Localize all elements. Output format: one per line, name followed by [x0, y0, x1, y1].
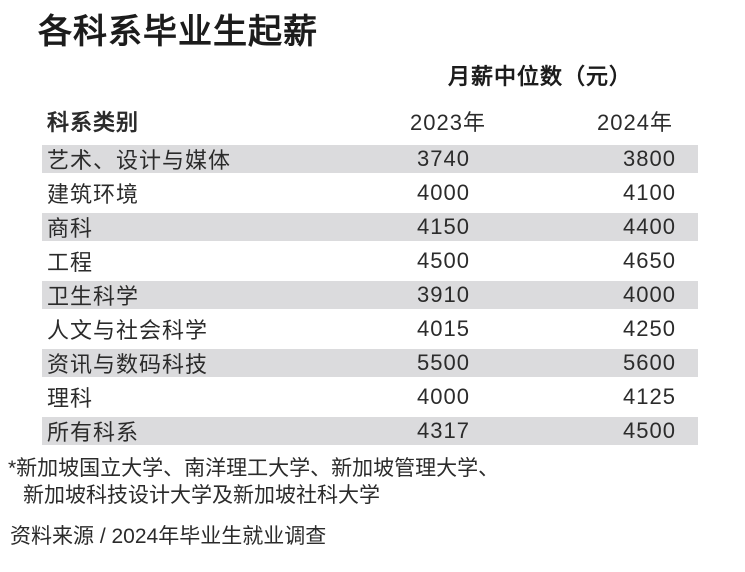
unit-label: 月薪中位数（元） — [448, 64, 633, 89]
row-value-2024: 5600 — [623, 350, 676, 375]
row-value-2023: 3740 — [417, 146, 470, 171]
row-value-2024: 4400 — [623, 214, 676, 239]
row-value-2023: 4000 — [417, 384, 470, 409]
table-row: 工程 4500 4650 — [42, 244, 698, 278]
row-value-2023: 4150 — [417, 214, 470, 239]
footnote-line-1: *新加坡国立大学、南洋理工大学、新加坡管理大学、 — [8, 457, 500, 480]
row-value-2024: 4000 — [623, 282, 676, 307]
row-value-2024: 4500 — [623, 418, 676, 443]
table-row: 卫生科学 3910 4000 — [42, 278, 698, 312]
row-value-2024: 4650 — [623, 248, 676, 273]
table-row: 人文与社会科学 4015 4250 — [42, 312, 698, 346]
row-value-2023: 4015 — [417, 316, 470, 341]
column-header-category: 科系类别 — [47, 110, 140, 135]
row-label: 人文与社会科学 — [47, 318, 209, 343]
footnote-line-2: 新加坡科技设计大学及新加坡社科大学 — [23, 484, 380, 507]
row-value-2023: 4500 — [417, 248, 470, 273]
salary-table: 科系类别 2023年 2024年 艺术、设计与媒体 3740 3800 建筑环境… — [42, 100, 698, 448]
table-row: 理科 4000 4125 — [42, 380, 698, 414]
table-row: 商科 4150 4400 — [42, 210, 698, 244]
row-value-2023: 4000 — [417, 180, 470, 205]
row-value-2023: 4317 — [417, 418, 470, 443]
row-label: 建筑环境 — [47, 182, 140, 207]
table-row: 所有科系 4317 4500 — [42, 414, 698, 448]
row-value-2024: 4100 — [623, 180, 676, 205]
row-label: 所有科系 — [47, 420, 140, 445]
row-value-2023: 5500 — [417, 350, 470, 375]
row-label: 工程 — [47, 250, 94, 275]
source-line: 资料来源 / 2024年毕业生就业调查 — [10, 525, 327, 548]
row-label: 理科 — [47, 386, 94, 411]
table-header-row: 科系类别 2023年 2024年 — [42, 100, 698, 142]
table-row: 艺术、设计与媒体 3740 3800 — [42, 142, 698, 176]
row-label: 卫生科学 — [47, 284, 140, 309]
row-label: 商科 — [47, 216, 94, 241]
row-label: 艺术、设计与媒体 — [47, 148, 232, 173]
row-label: 资讯与数码科技 — [47, 352, 209, 377]
row-value-2024: 4250 — [623, 316, 676, 341]
row-value-2023: 3910 — [417, 282, 470, 307]
table-row: 建筑环境 4000 4100 — [42, 176, 698, 210]
row-value-2024: 4125 — [623, 384, 676, 409]
chart-title: 各科系毕业生起薪 — [38, 13, 318, 51]
table-row: 资讯与数码科技 5500 5600 — [42, 346, 698, 380]
footnote: *新加坡国立大学、南洋理工大学、新加坡管理大学、 新加坡科技设计大学及新加坡社科… — [8, 455, 499, 509]
column-header-2024: 2024年 — [597, 110, 673, 135]
row-value-2024: 3800 — [623, 146, 676, 171]
column-header-2023: 2023年 — [410, 110, 486, 135]
